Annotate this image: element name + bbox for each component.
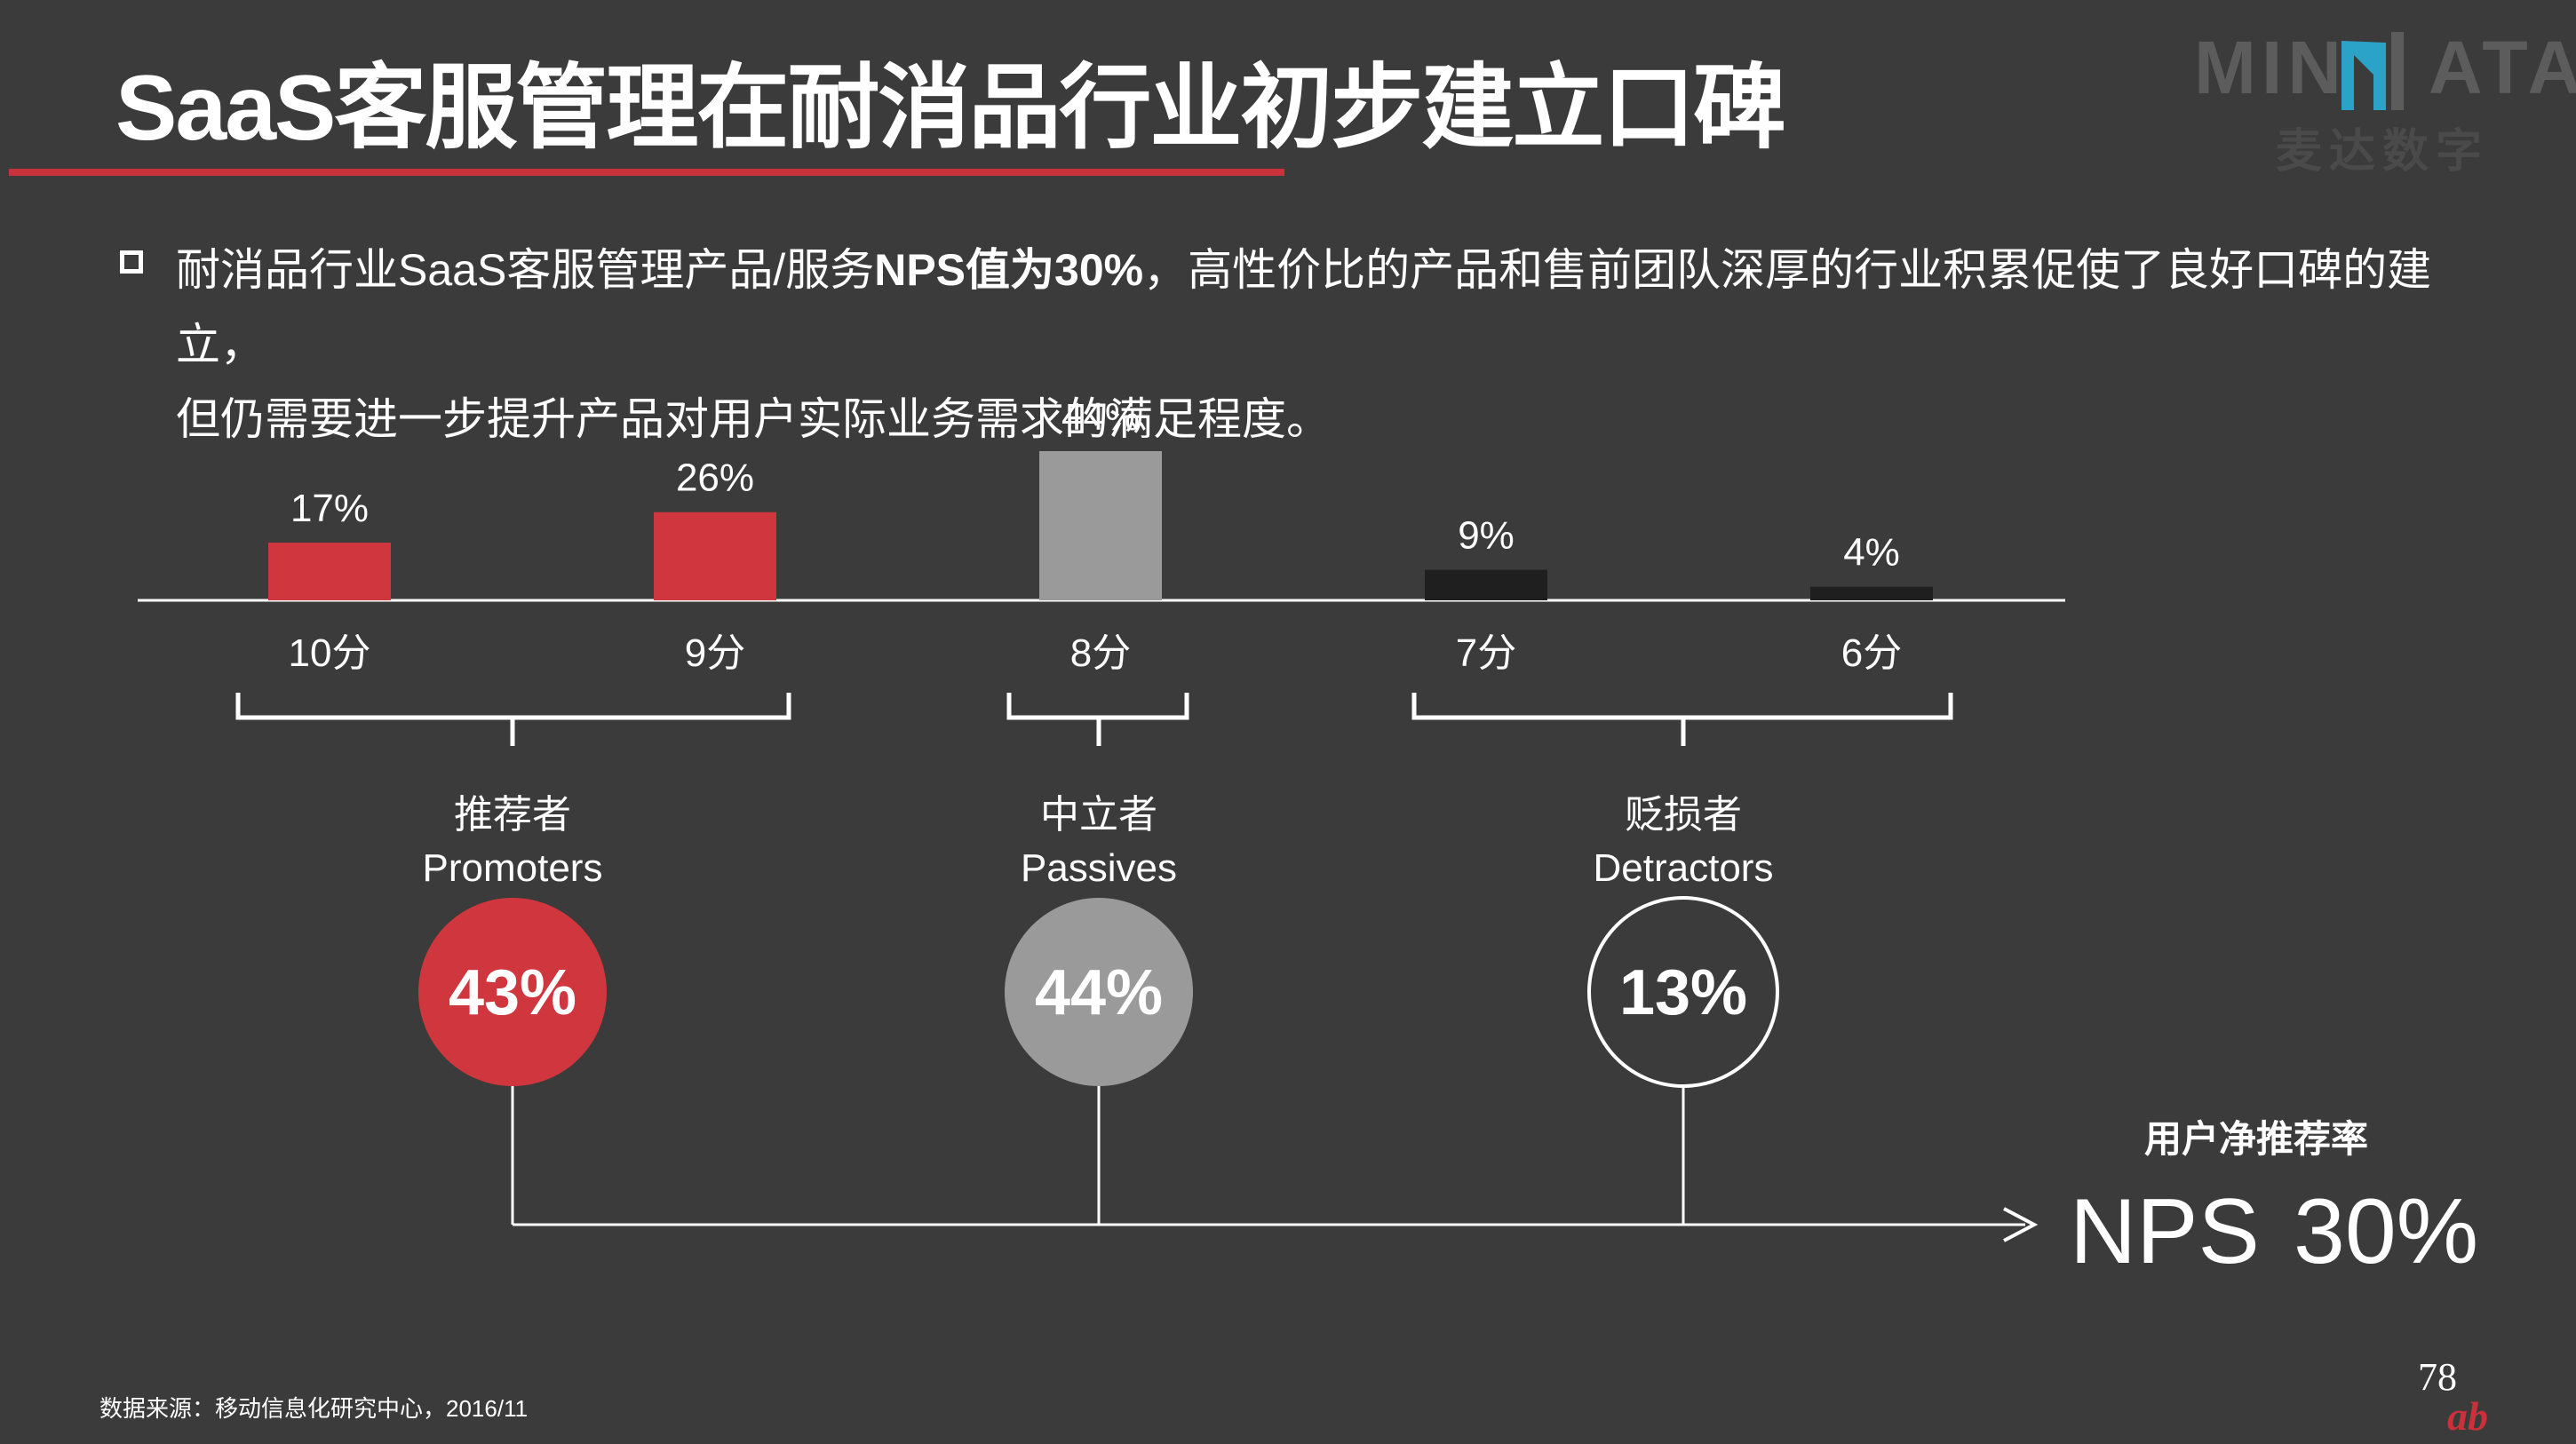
group-label-en: Promoters: [423, 846, 603, 890]
category-label: 6分: [1841, 631, 1902, 675]
nps-result-value: 30%: [2294, 1180, 2478, 1283]
group-bracket: [1411, 693, 1953, 746]
bar-4: [1425, 569, 1547, 600]
group-bracket: [235, 693, 791, 746]
bar-1: [268, 543, 391, 600]
category-label: 7分: [1456, 631, 1516, 675]
bar-5: [1810, 586, 1933, 600]
bar-value-label: 4%: [1843, 531, 1900, 575]
description-line-1: 耐消品行业SaaS客服管理产品/服务NPS值为30%，高性价比的产品和售前团队深…: [176, 245, 2432, 369]
page-number: 78: [2418, 1355, 2457, 1399]
nps-highlight: NPS值为30%: [874, 245, 1144, 295]
group-bracket: [1006, 693, 1189, 746]
description-text: 耐消品行业SaaS客服管理产品/服务NPS值为30%，高性价比的产品和售前团队深…: [176, 233, 2485, 456]
bar-value-label: 44%: [1061, 395, 1140, 439]
group-share-value: 44%: [1035, 957, 1163, 1028]
flow-arrow-icon: [2003, 1207, 2039, 1242]
logo-mark-icon: [2341, 32, 2404, 110]
nps-result-name: NPS: [2070, 1180, 2260, 1283]
corner-brand-icon: ab: [2447, 1393, 2488, 1439]
group-share-circle: [1005, 898, 1193, 1086]
category-label: 9分: [685, 631, 745, 675]
group-share-value: 43%: [449, 957, 576, 1028]
bar-2: [654, 512, 776, 600]
group-share-value: 13%: [1619, 957, 1747, 1028]
data-source: 数据来源：移动信息化研究中心，2016/11: [99, 1395, 529, 1422]
title-underline: [9, 169, 1284, 176]
bullet-square-icon: [120, 250, 143, 274]
bar-value-label: 17%: [290, 487, 369, 530]
bar-value-label: 9%: [1458, 514, 1515, 558]
group-label-en: Passives: [1021, 846, 1177, 890]
page-title: SaaS客服管理在耐消品行业初步建立口碑: [115, 57, 1785, 160]
group-share-circle: [418, 898, 607, 1086]
group-label-cn: 中立者: [1040, 793, 1157, 837]
group-label-cn: 推荐者: [454, 793, 571, 837]
logo-text: MIN ATA: [2194, 26, 2576, 109]
category-label: 8分: [1070, 631, 1131, 675]
category-label: 10分: [289, 631, 371, 675]
bar-value-label: 26%: [676, 456, 754, 500]
nps-result-label: 用户净推荐率: [2144, 1118, 2368, 1160]
minidata-logo: MIN ATA 麦达数字: [2194, 25, 2576, 185]
group-label-cn: 贬损者: [1625, 793, 1742, 837]
group-share-circle: [1587, 896, 1779, 1088]
bar-3: [1039, 451, 1162, 600]
description-line-2: 但仍需要进一步提升产品对用户实际业务需求的满足程度。: [176, 394, 1331, 444]
group-label-en: Detractors: [1594, 846, 1774, 890]
logo-subtitle: 麦达数字: [2276, 126, 2490, 178]
